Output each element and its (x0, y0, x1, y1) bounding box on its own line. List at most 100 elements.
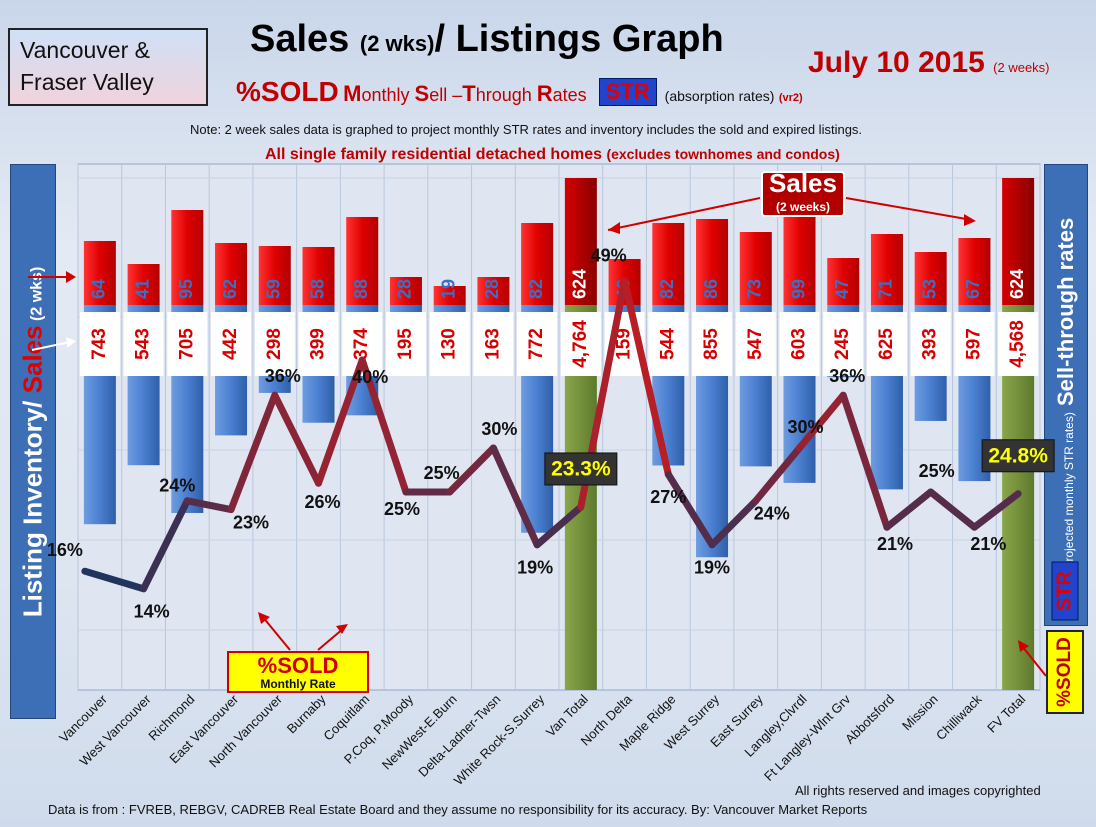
value-label-bg (735, 312, 776, 376)
listing-value-label: 547 (745, 328, 766, 360)
sales-value-label: 624 (1007, 269, 1027, 299)
value-label-bg (211, 312, 252, 376)
sales-bar (652, 223, 685, 305)
value-label-bg (517, 312, 558, 376)
subtitle: %SOLD Monthly Sell –Through Rates STR (abs… (236, 76, 803, 108)
str-percent-label: 24% (159, 476, 195, 496)
listing-value-label: 705 (176, 328, 197, 360)
str-line-segment (927, 488, 978, 531)
sales-bar (477, 277, 510, 305)
value-label-bg (910, 312, 951, 376)
str-percent-label: 30% (787, 417, 823, 437)
sales-callout-sub: (2 weeks) (776, 200, 830, 214)
sold-arrowhead-right (336, 624, 348, 634)
sales-value-label: 47 (832, 279, 852, 299)
sold-side-arrow (1021, 645, 1047, 677)
sales-bar (346, 217, 379, 305)
sold-arrow-left (261, 615, 291, 651)
sub-ell: ell – (429, 85, 463, 105)
sales-bar (171, 210, 204, 305)
value-label-bg (692, 312, 733, 376)
sales-callout-label: Sales (769, 168, 837, 198)
value-label-bg (866, 312, 907, 376)
sales-value-label: 82 (657, 279, 677, 299)
listing-pointer-head (66, 337, 76, 348)
sales-bar (258, 246, 291, 305)
listing-value-label: 374 (351, 328, 372, 360)
sales-callout-box (761, 171, 845, 217)
sales-value-label: 41 (132, 279, 152, 299)
listing-value-label: 245 (832, 328, 853, 360)
listing-value-label: 159 (614, 328, 635, 360)
sales-bar (958, 238, 991, 305)
sold-side-box: %SOLD (1046, 630, 1084, 714)
listing-pointer-arrow (31, 341, 71, 351)
str-percent-label: 36% (829, 366, 865, 386)
sales-arrowhead-left (608, 222, 620, 234)
value-label-bg (954, 312, 995, 376)
sales-bar (783, 206, 816, 305)
sales-bar (914, 252, 947, 305)
sub-onthly: onthly (361, 85, 415, 105)
sales-value-label: 19 (438, 279, 458, 299)
str-line-segment (358, 356, 410, 496)
title-rest: / Listings Graph (434, 18, 724, 60)
right-str-badge (1051, 561, 1079, 621)
str-line-segment (183, 497, 235, 514)
sales-value-label: 82 (526, 279, 546, 299)
sold-arrow-right (317, 627, 345, 651)
str-percent-label: 40% (352, 367, 388, 387)
sales-value-label: 59 (264, 279, 284, 299)
sub-hrough: hrough (475, 85, 537, 105)
category-label: Delta-Ladner-Twsn (415, 692, 503, 780)
value-label-bg (123, 312, 164, 376)
str-line-segment (489, 444, 541, 549)
str-line-segment (839, 391, 891, 531)
str-percent-label: 36% (265, 366, 301, 386)
scope-text: All single family residential detached h… (265, 146, 840, 164)
str-line-segment (227, 391, 279, 514)
listing-value-label: 163 (482, 328, 503, 360)
str-percent-label: 30% (481, 419, 517, 439)
value-label-bg (167, 312, 208, 376)
value-label-bg (298, 312, 339, 376)
listing-value-label: 543 (133, 328, 154, 360)
sales-arrow-left (607, 197, 761, 231)
listing-value-label: 399 (308, 328, 329, 360)
sales-arrow-right (845, 197, 973, 221)
str-line-segment (970, 490, 1022, 531)
str-line-segment (533, 503, 585, 549)
category-label: Burnaby (284, 691, 329, 736)
str-line-segment (708, 497, 760, 549)
version-tag: (vr2) (778, 92, 803, 104)
listing-value-label: 195 (395, 328, 416, 360)
str-line-segment (883, 488, 935, 531)
str-percent-label: 23% (233, 512, 269, 532)
sales-value-label: 88 (351, 279, 371, 299)
sub-t: T (462, 81, 476, 106)
str-line-segment (81, 567, 148, 593)
sales-value-label: 86 (701, 279, 721, 299)
str-percent-label: 16% (47, 540, 83, 560)
sales-bar (521, 223, 554, 305)
category-label: NewWest-E.Burn (379, 692, 460, 773)
sold-callout-sub: Monthly Rate (260, 677, 336, 691)
value-label-bg (79, 312, 120, 376)
sold-callout-label: %SOLD (258, 653, 339, 678)
sales-bar (433, 286, 466, 305)
listing-value-label: 772 (526, 328, 547, 360)
sales-value-label: 73 (745, 279, 765, 299)
str-line-segment (752, 444, 803, 505)
sales-value-label: 99 (788, 279, 808, 299)
footer-source: Data is from : FVREB, REBGV, CADREB Real… (48, 802, 868, 817)
str-percent-label: 14% (134, 602, 170, 622)
region-box: Vancouver & Fraser Valley (8, 28, 208, 106)
absorption-note: (absorption rates) (664, 88, 775, 104)
region-line-2: Fraser Valley (20, 69, 154, 95)
value-label-bg (560, 312, 601, 376)
sales-bar (564, 178, 597, 305)
sales-bar (827, 258, 860, 305)
value-label-bg (473, 312, 514, 376)
listing-value-label: 130 (439, 328, 460, 360)
